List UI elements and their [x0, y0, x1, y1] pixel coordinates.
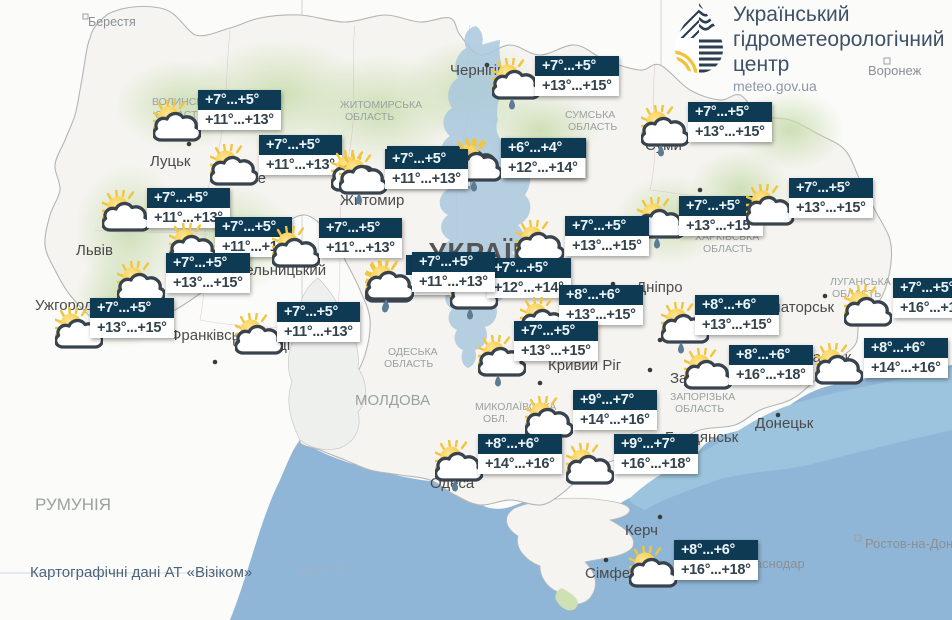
svg-text:meteo.gov.ua: meteo.gov.ua — [733, 78, 817, 94]
svg-text:ЗАПОРІЗЬКА: ЗАПОРІЗЬКА — [670, 391, 735, 403]
svg-text:ОБЛАСТЬ: ОБЛАСТЬ — [384, 358, 433, 370]
svg-text:ОБЛАСТЬ: ОБЛАСТЬ — [568, 121, 617, 133]
svg-text:ОБЛАСТЬ: ОБЛАСТЬ — [703, 243, 752, 255]
svg-text:Донецьк: Донецьк — [755, 415, 814, 432]
svg-text:РУМУНІЯ: РУМУНІЯ — [35, 495, 111, 514]
svg-text:гідрометеорологічний: гідрометеорологічний — [733, 28, 945, 51]
svg-text:центр: центр — [733, 53, 789, 76]
svg-text:ОБЛ.: ОБЛ. — [483, 413, 508, 425]
svg-text:Луцьк: Луцьк — [150, 153, 191, 170]
svg-text:Картографічні дані АТ «Візіком: Картографічні дані АТ «Візіком» — [30, 564, 252, 581]
svg-text:МОЛДОВА: МОЛДОВА — [355, 392, 430, 409]
svg-text:Дніпро: Дніпро — [636, 279, 683, 296]
svg-text:ЖИТОМИРСЬКА: ЖИТОМИРСЬКА — [340, 99, 422, 111]
svg-text:Ростов-на-Дону: Ростов-на-Дону — [865, 536, 952, 551]
svg-text:ОДЕСЬКА: ОДЕСЬКА — [388, 346, 438, 358]
svg-text:СУМСЬКА: СУМСЬКА — [565, 109, 615, 121]
svg-text:Берестя: Берестя — [88, 15, 136, 29]
svg-text:Керч: Керч — [625, 522, 658, 539]
svg-text:Воронеж: Воронеж — [868, 63, 922, 78]
svg-text:ОБЛАСТЬ: ОБЛАСТЬ — [675, 403, 724, 415]
svg-text:ОБЛАСТЬ: ОБЛАСТЬ — [345, 111, 394, 123]
svg-text:Український: Український — [733, 3, 849, 26]
svg-text:Львів: Львів — [76, 242, 113, 259]
